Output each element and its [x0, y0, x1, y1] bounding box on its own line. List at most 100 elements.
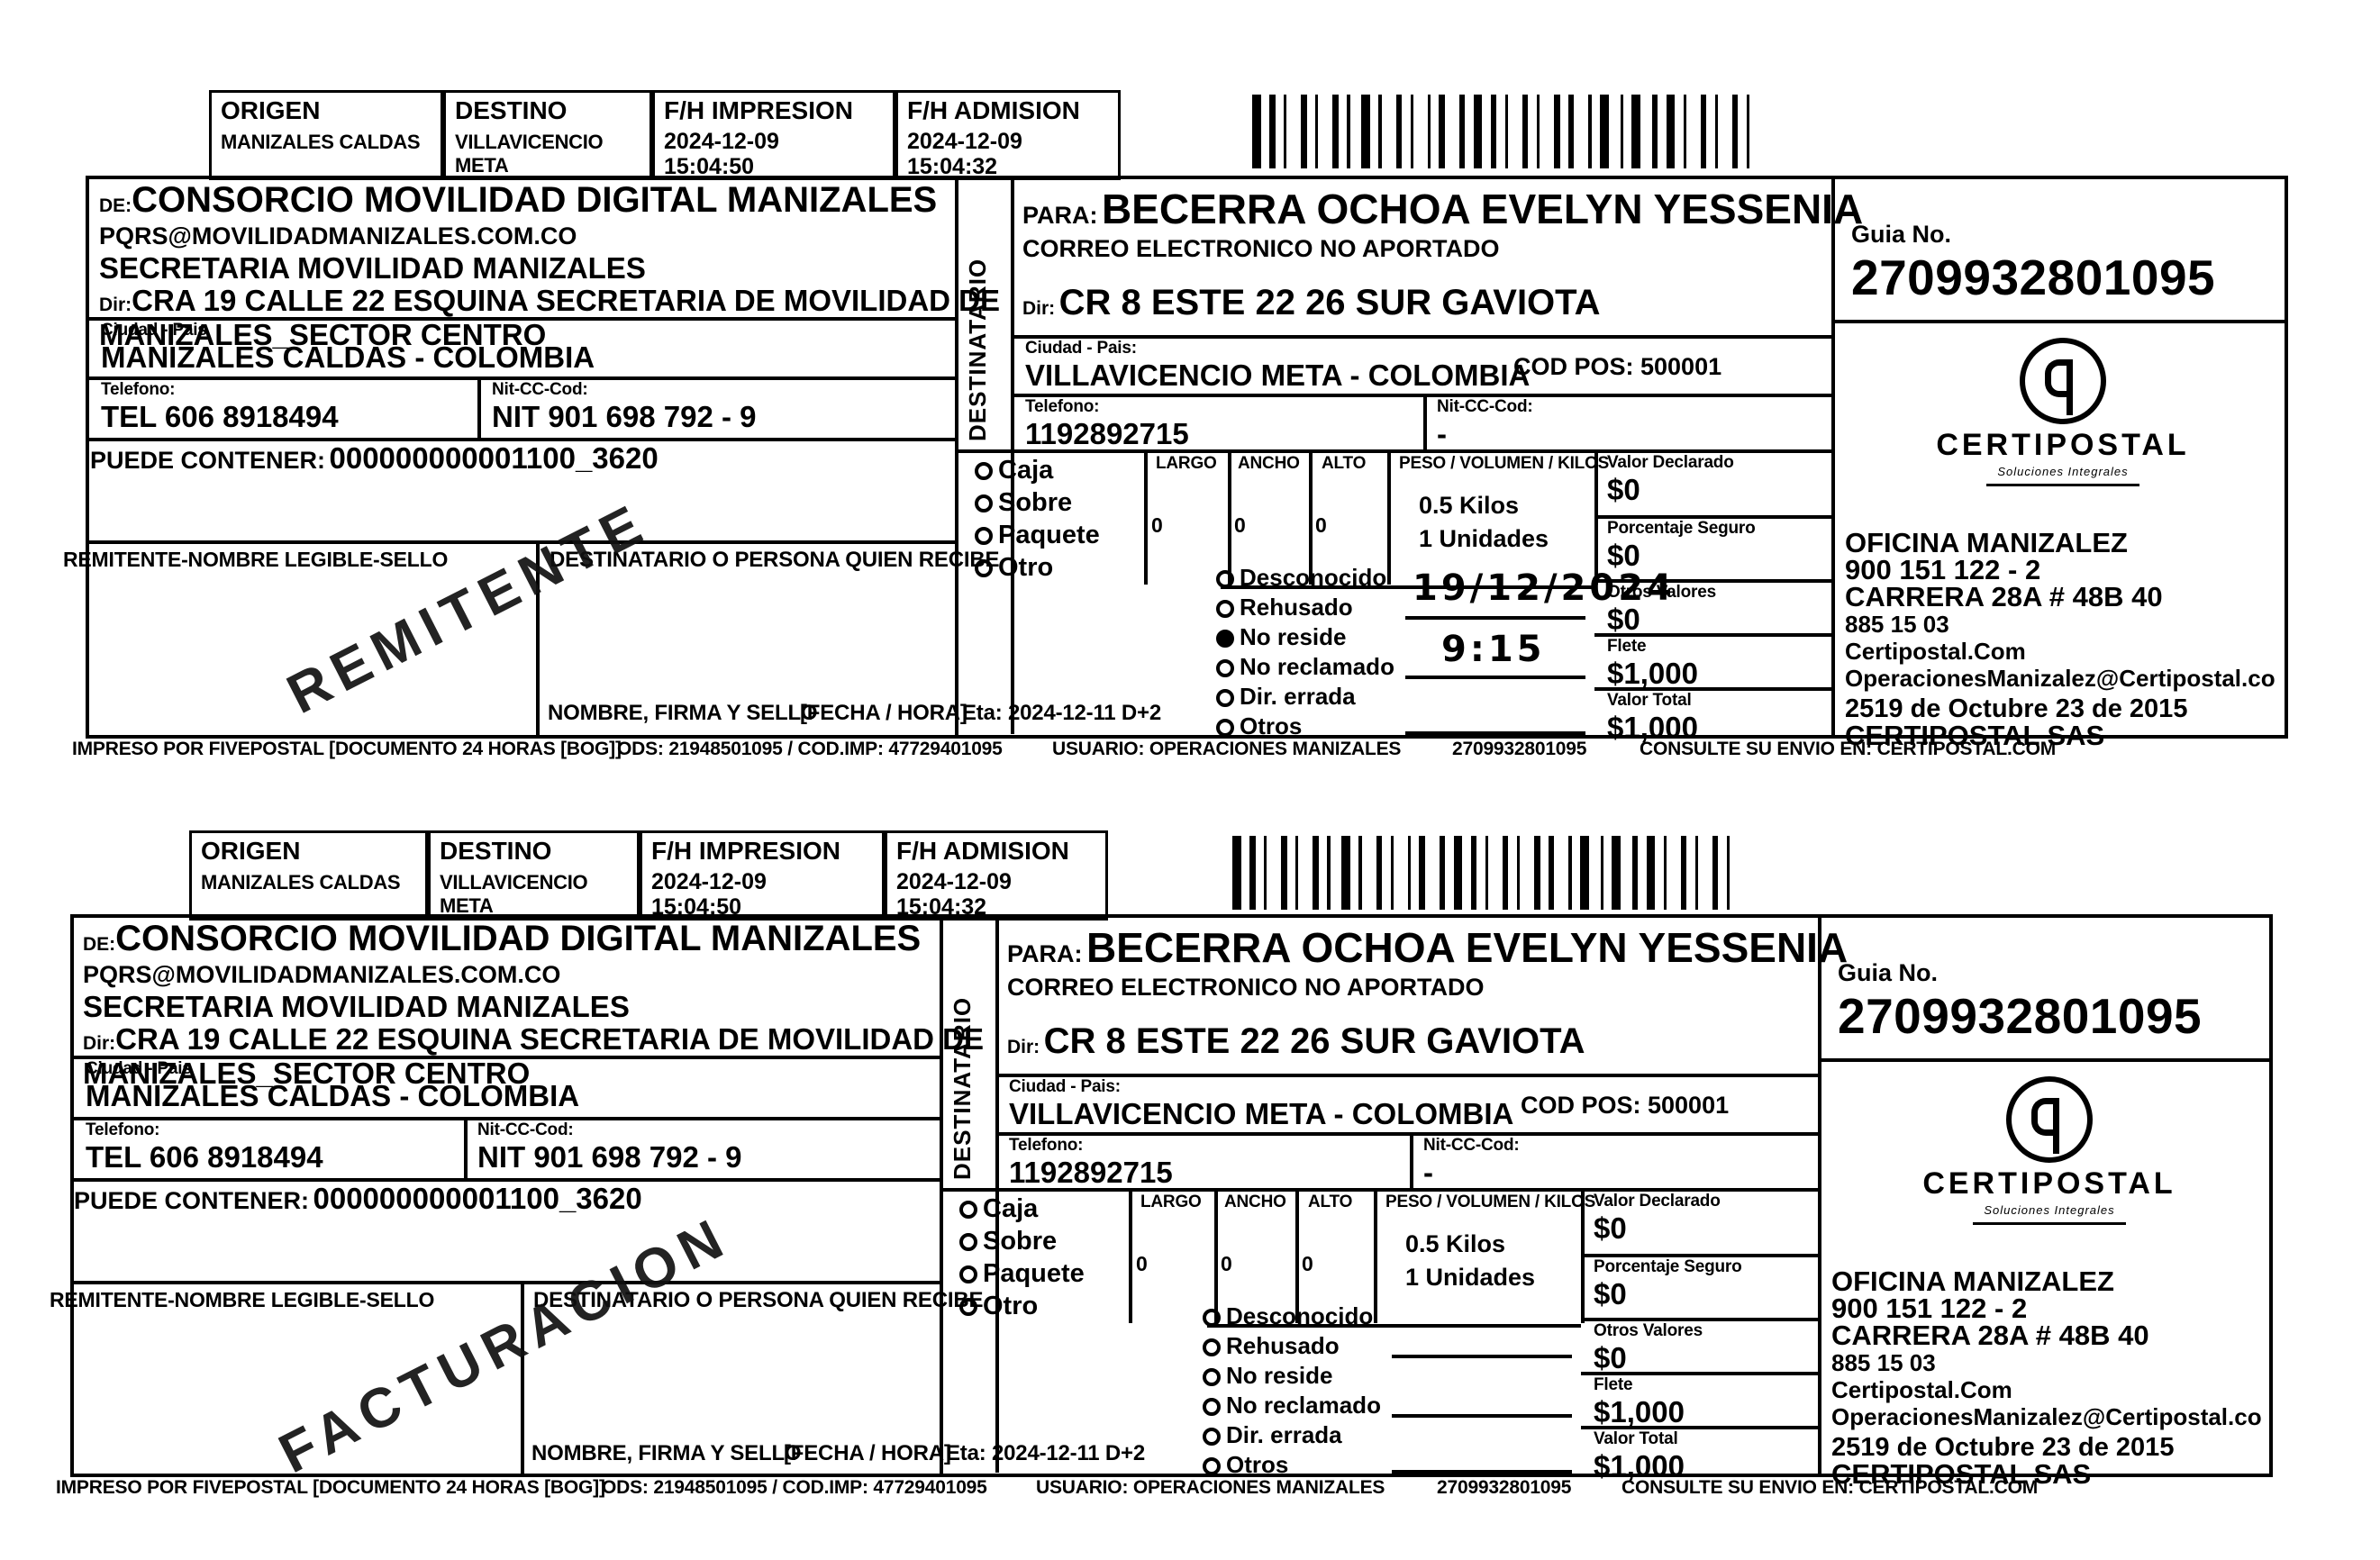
ancho-label: ANCHO: [1238, 454, 1300, 473]
fecha-hora-label: [FECHA / HORA]: [800, 701, 967, 725]
fh-impresion-label: F/H IMPRESION: [664, 96, 854, 124]
radio-no-reclamado-icon[interactable]: [1216, 659, 1234, 678]
package-type-caja-2[interactable]: Caja: [959, 1193, 1085, 1225]
status-otros-2[interactable]: Otros: [1203, 1450, 1381, 1480]
flete-value: $1,000: [1607, 657, 1698, 690]
footer-ods-2: ODS: 21948501095 / COD.IMP: 47729401095: [602, 1477, 987, 1498]
largo-label: LARGO: [1156, 454, 1217, 473]
alto-cell: ALTO: [1322, 454, 1366, 474]
status-rehusado-label-2: Rehusado: [1226, 1332, 1340, 1359]
remitente-nit-label-2: Nit-CC-Cod:: [477, 1120, 574, 1139]
status-rehusado[interactable]: Rehusado: [1216, 593, 1394, 622]
contener-label-2: PUEDE CONTENER:: [74, 1187, 310, 1214]
destinatario-recibe-label-2: DESTINATARIO O PERSONA QUIEN RECIBE: [533, 1288, 984, 1312]
status-desconocido[interactable]: Desconocido: [1216, 563, 1394, 593]
destinatario-ciudad-value: VILLAVICENCIO META - COLOMBIA: [1025, 358, 1531, 392]
status-dir-errada-2[interactable]: Dir. errada: [1203, 1420, 1381, 1450]
divider-alto-peso: [1387, 449, 1391, 585]
fh-impresion-time: 15:04:50: [664, 154, 755, 179]
flete-label-2: Flete: [1594, 1375, 1633, 1394]
package-type-paquete-2[interactable]: Paquete: [959, 1257, 1085, 1290]
carrier-info-2: OFICINA MANIZALEZ 900 151 122 - 2 CARRER…: [1831, 1267, 2262, 1488]
status-rehusado-2[interactable]: Rehusado: [1203, 1331, 1381, 1361]
divider-largo-left-2: [1129, 1188, 1132, 1323]
line-remitente-telefono-2: [70, 1117, 940, 1120]
divider-ancho-alto: [1309, 449, 1313, 585]
carrier-nit: 900 151 122 - 2: [1845, 554, 2041, 585]
radio-otro-icon-2[interactable]: [959, 1298, 977, 1317]
radio-sobre-icon[interactable]: [975, 494, 993, 513]
carrier-resolucion: 2519 de Octubre 23 de 2015: [1845, 694, 2188, 723]
valor-declarado-label-2: Valor Declarado: [1594, 1192, 1721, 1211]
valor-declarado-cell: Valor Declarado $0: [1607, 453, 1734, 507]
divider-tel-nit: [477, 376, 481, 438]
status-no-reclamado-label-2: No reclamado: [1226, 1392, 1381, 1419]
package-type-caja[interactable]: Caja: [975, 454, 1100, 486]
destinatario-nit-value-2: -: [1423, 1156, 1433, 1189]
divider-remitente-destinatario-2: [940, 914, 943, 1477]
package-type-otro-label: Otro: [998, 553, 1054, 582]
destinatario-nit-value: -: [1437, 417, 1447, 450]
porcentaje-seguro-cell-2: Porcentaje Seguro $0: [1594, 1257, 1742, 1311]
alto-cell-2: ALTO: [1308, 1193, 1352, 1212]
divider-largo-ancho-2: [1214, 1188, 1218, 1323]
radio-no-reclamado-icon-2[interactable]: [1203, 1398, 1221, 1417]
radio-rehusado-icon[interactable]: [1216, 600, 1234, 619]
status-no-reclamado-2[interactable]: No reclamado: [1203, 1391, 1381, 1420]
unidades-value: 1 Unidades: [1419, 525, 1549, 552]
radio-sobre-icon-2[interactable]: [959, 1233, 977, 1252]
line-remitente-telefono: [86, 376, 956, 380]
radio-otros-icon-2[interactable]: [1203, 1457, 1221, 1476]
radio-paquete-icon-2[interactable]: [959, 1265, 977, 1284]
porcentaje-seguro-value-2: $0: [1594, 1277, 1627, 1311]
status-dir-errada[interactable]: Dir. errada: [1216, 682, 1394, 712]
radio-no-reside-icon[interactable]: [1216, 630, 1234, 648]
package-type-otro-2[interactable]: Otro: [959, 1290, 1085, 1322]
package-type-sobre[interactable]: Sobre: [975, 486, 1100, 519]
firma-sello-label-2: NOMBRE, FIRMA Y SELLO: [531, 1441, 802, 1465]
package-type-caja-label: Caja: [998, 456, 1054, 485]
radio-paquete-icon[interactable]: [975, 527, 993, 546]
line-contener-2: [70, 1178, 940, 1182]
remitente-entity: SECRETARIA MOVILIDAD MANIZALES: [99, 251, 646, 285]
status-desconocido-2[interactable]: Desconocido: [1203, 1302, 1381, 1331]
carrier-oficina: OFICINA MANIZALEZ: [1845, 527, 2128, 558]
divider-dest-tel-nit: [1423, 394, 1427, 449]
guia-block-2: Guia No. 2709932801095: [1838, 959, 2202, 1045]
radio-desconocido-icon-2[interactable]: [1203, 1309, 1221, 1328]
status-no-reclamado[interactable]: No reclamado: [1216, 652, 1394, 682]
remitente-telefono-label-2: Telefono:: [86, 1120, 160, 1139]
remitente-telefono-value: TEL 606 8918494: [101, 400, 339, 433]
radio-dir-errada-icon[interactable]: [1216, 689, 1234, 708]
radio-desconocido-icon[interactable]: [1216, 570, 1234, 589]
line-flete-2: [1581, 1372, 1819, 1375]
remitente-firma-label-2: REMITENTE-NOMBRE LEGIBLE-SELLO: [50, 1288, 435, 1311]
line-destinatario-telefono: [1014, 394, 1831, 397]
line-status-top: [1221, 585, 1594, 589]
package-type-paquete[interactable]: Paquete: [975, 519, 1100, 551]
package-type-sobre-2[interactable]: Sobre: [959, 1225, 1085, 1257]
waybill-body-2: [70, 914, 2273, 1477]
carrier-resolucion-2: 2519 de Octubre 23 de 2015: [1831, 1433, 2175, 1462]
status-otros[interactable]: Otros: [1216, 712, 1394, 741]
line-firma-remitente: [86, 540, 956, 544]
radio-otro-icon[interactable]: [975, 559, 993, 578]
valor-total-value: $1,000: [1607, 711, 1698, 744]
peso-cell-2: PESO / VOLUMEN / KILOS 0.5 Kilos 1 Unida…: [1385, 1193, 1595, 1292]
status-options-2: Desconocido Rehusado No reside No reclam…: [1203, 1302, 1381, 1480]
package-types-2: Caja Sobre Paquete Otro: [959, 1193, 1085, 1322]
radio-caja-icon[interactable]: [975, 462, 993, 481]
status-desconocido-label-2: Desconocido: [1226, 1302, 1374, 1329]
radio-otros-icon[interactable]: [1216, 719, 1234, 738]
destinatario-block: PARA: BECERRA OCHOA EVELYN YESSENIA CORR…: [1022, 185, 1863, 323]
radio-no-reside-icon-2[interactable]: [1203, 1368, 1221, 1387]
status-no-reside[interactable]: No reside: [1216, 622, 1394, 652]
radio-caja-icon-2[interactable]: [959, 1201, 977, 1220]
status-no-reside-2[interactable]: No reside: [1203, 1361, 1381, 1391]
handwritten-time: 9:15: [1441, 629, 1546, 670]
radio-rehusado-icon-2[interactable]: [1203, 1338, 1221, 1357]
radio-dir-errada-icon-2[interactable]: [1203, 1428, 1221, 1447]
package-type-otro[interactable]: Otro: [975, 551, 1100, 584]
valor-total-value-2: $1,000: [1594, 1449, 1685, 1483]
package-type-otro-label-2: Otro: [983, 1292, 1039, 1320]
